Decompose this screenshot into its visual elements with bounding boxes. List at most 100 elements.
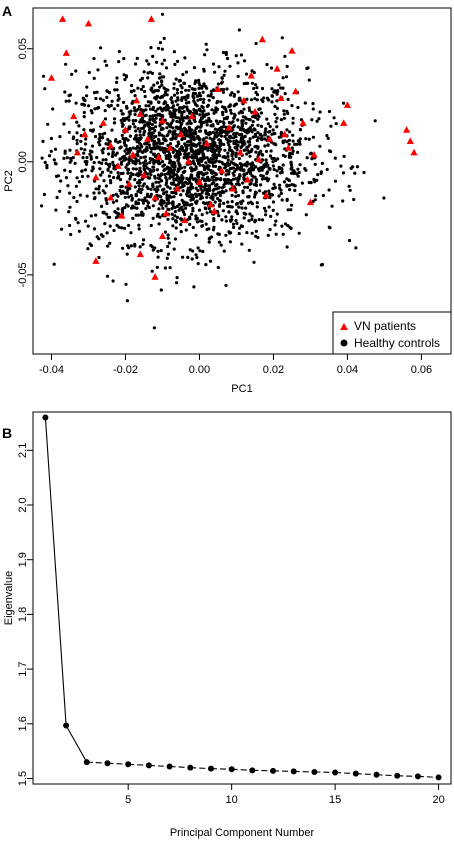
healthy-control-point	[213, 127, 217, 131]
healthy-control-point	[232, 92, 236, 97]
healthy-control-point	[130, 83, 134, 88]
healthy-control-point	[225, 117, 229, 121]
healthy-control-point	[104, 161, 108, 165]
healthy-control-point	[178, 186, 182, 190]
healthy-control-point	[98, 143, 102, 147]
healthy-control-point	[112, 228, 116, 233]
healthy-control-point	[280, 198, 284, 202]
healthy-control-point	[115, 88, 119, 92]
healthy-control-point	[151, 105, 155, 110]
healthy-control-point	[51, 107, 55, 111]
healthy-control-point	[221, 125, 226, 129]
healthy-control-point	[141, 213, 145, 217]
healthy-control-point	[186, 121, 190, 125]
healthy-control-point	[218, 199, 222, 203]
healthy-control-point	[231, 157, 235, 161]
healthy-control-point	[220, 218, 224, 222]
healthy-control-point	[259, 149, 263, 153]
healthy-control-point	[223, 69, 227, 73]
healthy-control-point	[77, 229, 81, 233]
healthy-control-point	[251, 115, 255, 119]
healthy-control-point	[203, 165, 208, 169]
healthy-control-point	[105, 201, 109, 205]
healthy-control-point	[228, 64, 232, 68]
healthy-control-point	[102, 179, 106, 183]
vn-patient-point	[243, 175, 252, 183]
healthy-control-point	[183, 165, 187, 169]
healthy-control-point	[133, 178, 137, 182]
healthy-control-point	[282, 116, 286, 120]
healthy-control-point	[113, 210, 117, 214]
healthy-control-point	[97, 160, 101, 164]
healthy-control-point	[205, 195, 209, 199]
healthy-control-point	[318, 144, 322, 148]
healthy-control-point	[247, 248, 251, 252]
healthy-control-point	[321, 193, 325, 198]
healthy-control-point	[286, 97, 290, 101]
healthy-control-point	[226, 151, 230, 155]
healthy-control-point	[211, 62, 216, 66]
healthy-control-point	[185, 190, 189, 195]
vn-patient-point	[158, 117, 167, 124]
healthy-control-point	[249, 200, 253, 204]
healthy-control-point	[221, 110, 225, 114]
healthy-control-point	[252, 167, 256, 171]
healthy-control-point	[125, 299, 129, 303]
healthy-control-point	[253, 195, 257, 199]
healthy-control-point	[228, 93, 233, 97]
healthy-control-point	[263, 144, 267, 148]
healthy-control-point	[211, 178, 215, 182]
healthy-control-point	[135, 56, 139, 61]
healthy-control-point	[128, 187, 132, 191]
healthy-control-point	[75, 142, 79, 146]
healthy-control-point	[55, 195, 59, 200]
healthy-control-point	[40, 156, 44, 160]
healthy-control-point	[162, 163, 166, 167]
healthy-control-point	[169, 175, 173, 179]
healthy-control-point	[176, 140, 180, 144]
healthy-control-point	[246, 201, 251, 205]
vn-patient-point	[107, 141, 115, 149]
healthy-control-point	[208, 145, 212, 149]
healthy-control-point	[153, 159, 157, 163]
healthy-control-point	[170, 100, 174, 104]
healthy-control-point	[147, 132, 151, 136]
healthy-control-point	[246, 81, 250, 85]
healthy-control-point	[307, 137, 311, 141]
healthy-control-point	[92, 76, 96, 80]
vn-patient-point	[255, 155, 263, 163]
healthy-control-point	[279, 118, 283, 122]
panel-b-y-axis-title: Eigenvalue	[3, 571, 15, 625]
healthy-control-point	[169, 96, 174, 100]
healthy-control-point	[285, 245, 289, 249]
healthy-control-point	[204, 222, 208, 226]
healthy-control-point	[157, 162, 161, 166]
healthy-control-point	[271, 164, 275, 168]
healthy-control-point	[175, 204, 179, 208]
healthy-control-point	[97, 140, 101, 144]
healthy-control-point	[253, 218, 257, 222]
healthy-control-point	[79, 139, 83, 143]
healthy-control-point	[162, 36, 166, 41]
vn-patient-point	[177, 130, 185, 138]
healthy-control-point	[266, 122, 270, 126]
healthy-control-point	[105, 274, 110, 278]
panel-b-y-axis: 1.5 1.6 1.7 1.8 1.9 2.0 2.1	[17, 443, 34, 786]
healthy-control-point	[172, 82, 176, 86]
vn-patient-point	[92, 173, 100, 181]
healthy-control-point	[240, 242, 244, 246]
healthy-control-point	[82, 128, 86, 132]
healthy-control-point	[242, 169, 246, 173]
healthy-control-point	[298, 128, 302, 132]
healthy-control-point	[311, 107, 315, 111]
healthy-control-point	[319, 171, 323, 175]
healthy-control-point	[126, 171, 130, 175]
legend-box	[332, 311, 452, 355]
healthy-control-point	[203, 188, 207, 192]
healthy-control-point	[274, 158, 278, 162]
healthy-control-point	[148, 168, 152, 172]
healthy-control-point	[272, 182, 276, 186]
healthy-control-point	[241, 181, 245, 185]
healthy-control-point	[176, 127, 180, 131]
healthy-control-point	[126, 138, 130, 142]
